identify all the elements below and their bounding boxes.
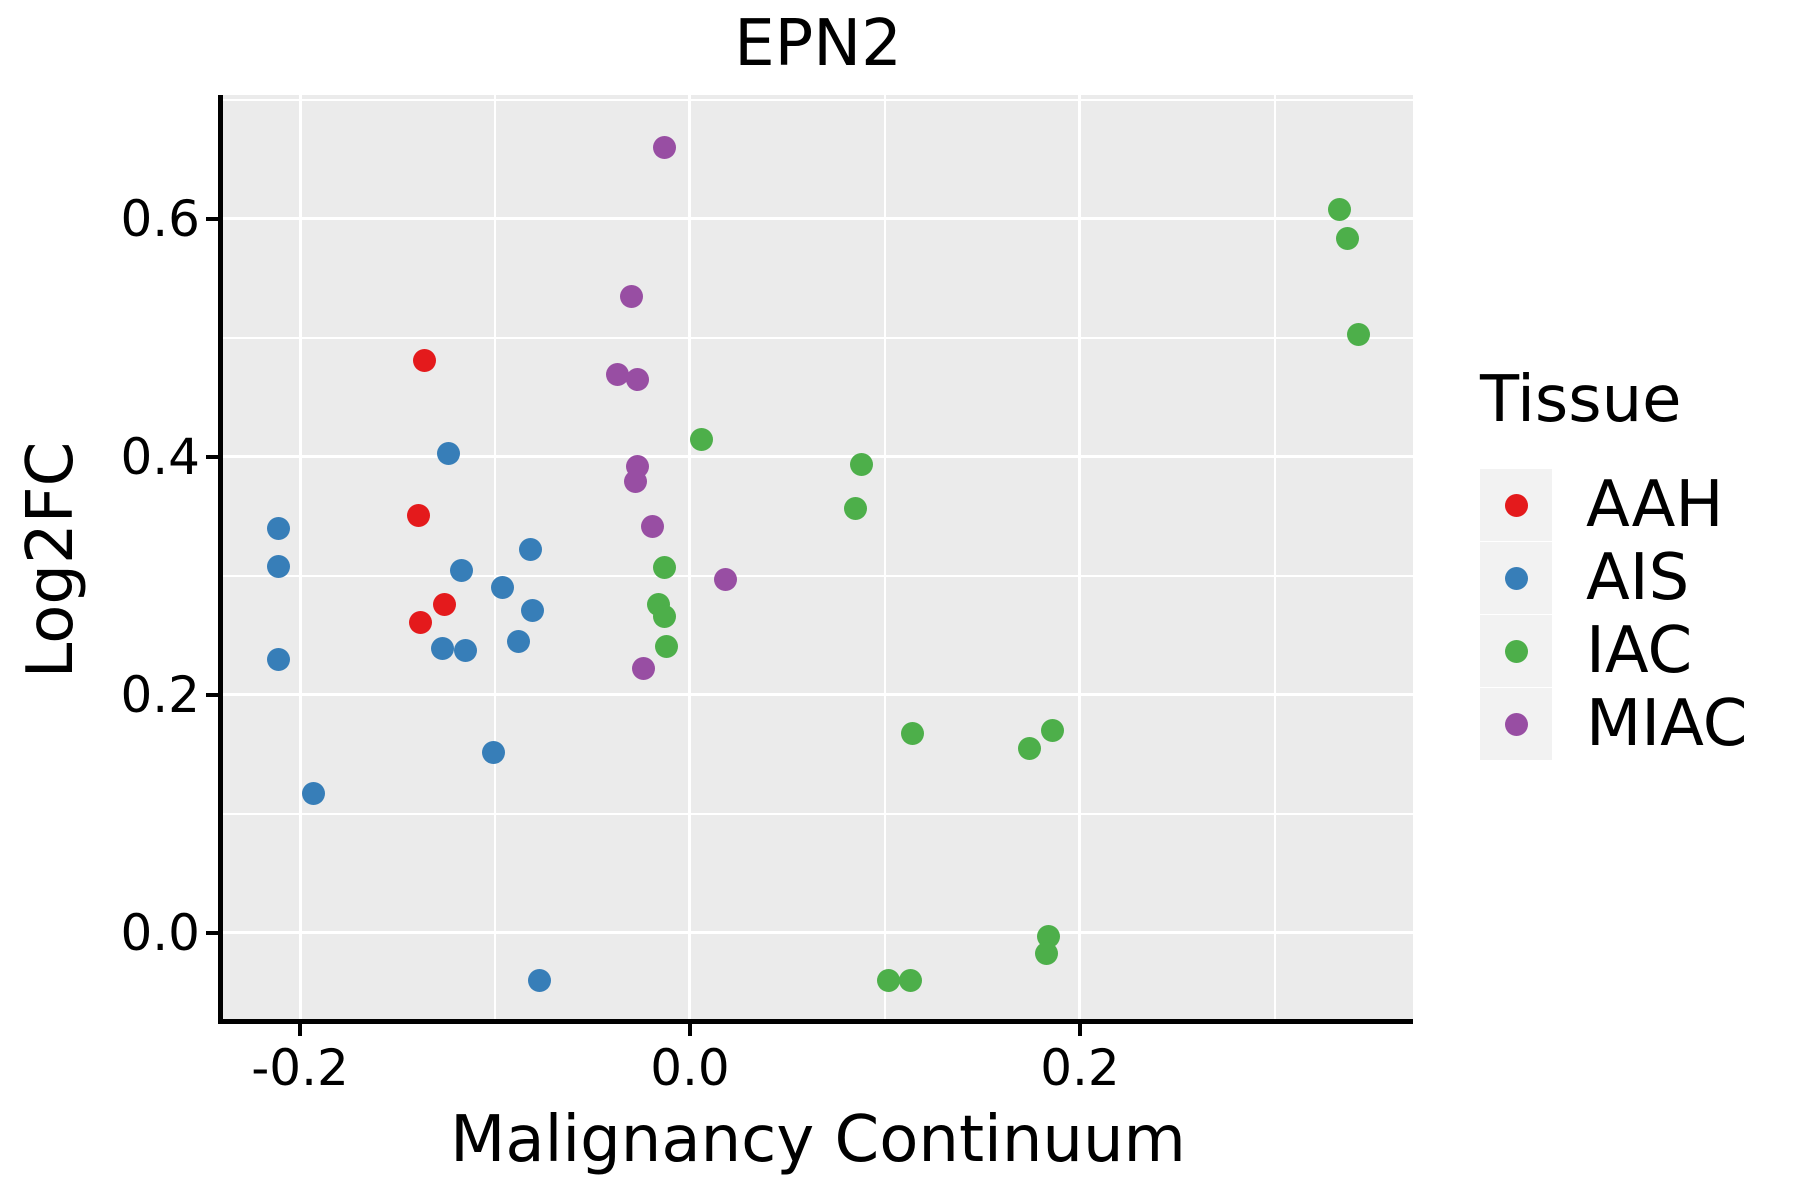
y-major-gridline (223, 217, 1413, 221)
data-point-ais (481, 740, 505, 764)
y-major-gridline (223, 455, 1413, 459)
legend-key (1480, 469, 1552, 541)
x-minor-gridline (494, 95, 496, 1019)
x-tick (1077, 1024, 1082, 1036)
x-major-gridline (1078, 95, 1082, 1019)
data-point-iac (653, 556, 677, 580)
data-point-ais (528, 969, 552, 993)
data-point-iac (850, 452, 874, 476)
x-major-gridline (688, 95, 692, 1019)
x-tick (687, 1024, 692, 1036)
y-tick (206, 454, 218, 459)
data-point-miac (619, 284, 643, 308)
data-point-miac (606, 363, 630, 387)
x-axis-title: Malignancy Continuum (450, 1103, 1186, 1177)
data-point-iac (653, 604, 677, 628)
legend-row-ais: AIS (1480, 542, 1747, 614)
data-point-ais (436, 441, 460, 465)
x-tick-label: 0.2 (1040, 1039, 1120, 1097)
data-point-ais (267, 647, 291, 671)
legend-label: AAH (1586, 468, 1724, 542)
data-point-iac (898, 969, 922, 993)
data-point-miac (641, 514, 665, 538)
data-point-ais (491, 576, 515, 600)
data-point-ais (267, 516, 291, 540)
legend-dot-ais-icon (1504, 566, 1528, 590)
legend-label: MIAC (1586, 687, 1748, 761)
y-minor-gridline (223, 813, 1413, 815)
data-point-miac (623, 470, 647, 494)
data-point-miac (653, 136, 677, 160)
legend-label: AIS (1586, 541, 1690, 615)
legend-row-miac: MIAC (1480, 688, 1747, 760)
x-tick-label: 0.0 (650, 1039, 730, 1097)
y-minor-gridline (223, 575, 1413, 577)
x-minor-gridline (1274, 95, 1276, 1019)
legend-dot-aah-icon (1504, 493, 1528, 517)
data-point-iac (844, 496, 868, 520)
data-point-iac (900, 721, 924, 745)
x-tick-label: -0.2 (251, 1039, 349, 1097)
y-major-gridline (223, 693, 1413, 697)
data-point-iac (655, 634, 679, 658)
y-tick (206, 930, 218, 935)
data-point-ais (430, 637, 454, 661)
plot-panel (223, 95, 1413, 1019)
legend-title: Tissue (1480, 363, 1682, 437)
data-point-aah (409, 610, 433, 634)
y-major-gridline (223, 931, 1413, 935)
data-point-aah (407, 503, 431, 527)
x-tick (298, 1024, 303, 1036)
legend-row-iac: IAC (1480, 615, 1747, 687)
x-minor-gridline (884, 95, 886, 1019)
y-tick (206, 216, 218, 221)
data-point-iac (877, 969, 901, 993)
data-point-miac (625, 368, 649, 392)
data-point-miac (631, 657, 655, 681)
legend-key (1480, 615, 1552, 687)
legend: Tissue AAH AIS IAC MIAC (1480, 368, 1747, 761)
data-point-ais (506, 629, 530, 653)
y-tick-label: 0.6 (120, 189, 200, 248)
data-point-aah (432, 593, 456, 617)
data-point-iac (1017, 737, 1041, 761)
y-minor-gridline (223, 337, 1413, 339)
y-minor-gridline (223, 99, 1413, 101)
x-axis-line (218, 1019, 1413, 1024)
data-point-ais (518, 538, 542, 562)
y-axis-line (218, 95, 223, 1024)
legend-rows: AAH AIS IAC MIAC (1480, 469, 1747, 760)
legend-dot-iac-icon (1504, 639, 1528, 663)
data-point-ais (520, 598, 544, 622)
y-tick (206, 692, 218, 697)
plot-title: EPN2 (734, 7, 902, 81)
data-point-iac (690, 427, 714, 451)
data-point-miac (713, 568, 737, 592)
y-tick-label: 0.4 (120, 427, 200, 486)
data-point-aah (413, 349, 437, 373)
legend-row-aah: AAH (1480, 469, 1747, 541)
legend-dot-miac-icon (1504, 712, 1528, 736)
data-point-ais (454, 639, 478, 663)
data-point-ais (267, 554, 291, 578)
data-point-iac (1041, 719, 1065, 743)
legend-label: IAC (1586, 614, 1693, 688)
x-major-gridline (298, 95, 302, 1019)
data-point-ais (302, 782, 326, 806)
legend-key (1480, 688, 1552, 760)
data-point-iac (1347, 322, 1371, 346)
data-point-iac (1327, 197, 1351, 221)
data-point-ais (450, 558, 474, 582)
y-tick-label: 0.0 (120, 903, 200, 962)
data-point-iac (1035, 941, 1059, 965)
y-tick-label: 0.2 (120, 665, 200, 724)
data-point-iac (1335, 226, 1359, 250)
legend-key (1480, 542, 1552, 614)
